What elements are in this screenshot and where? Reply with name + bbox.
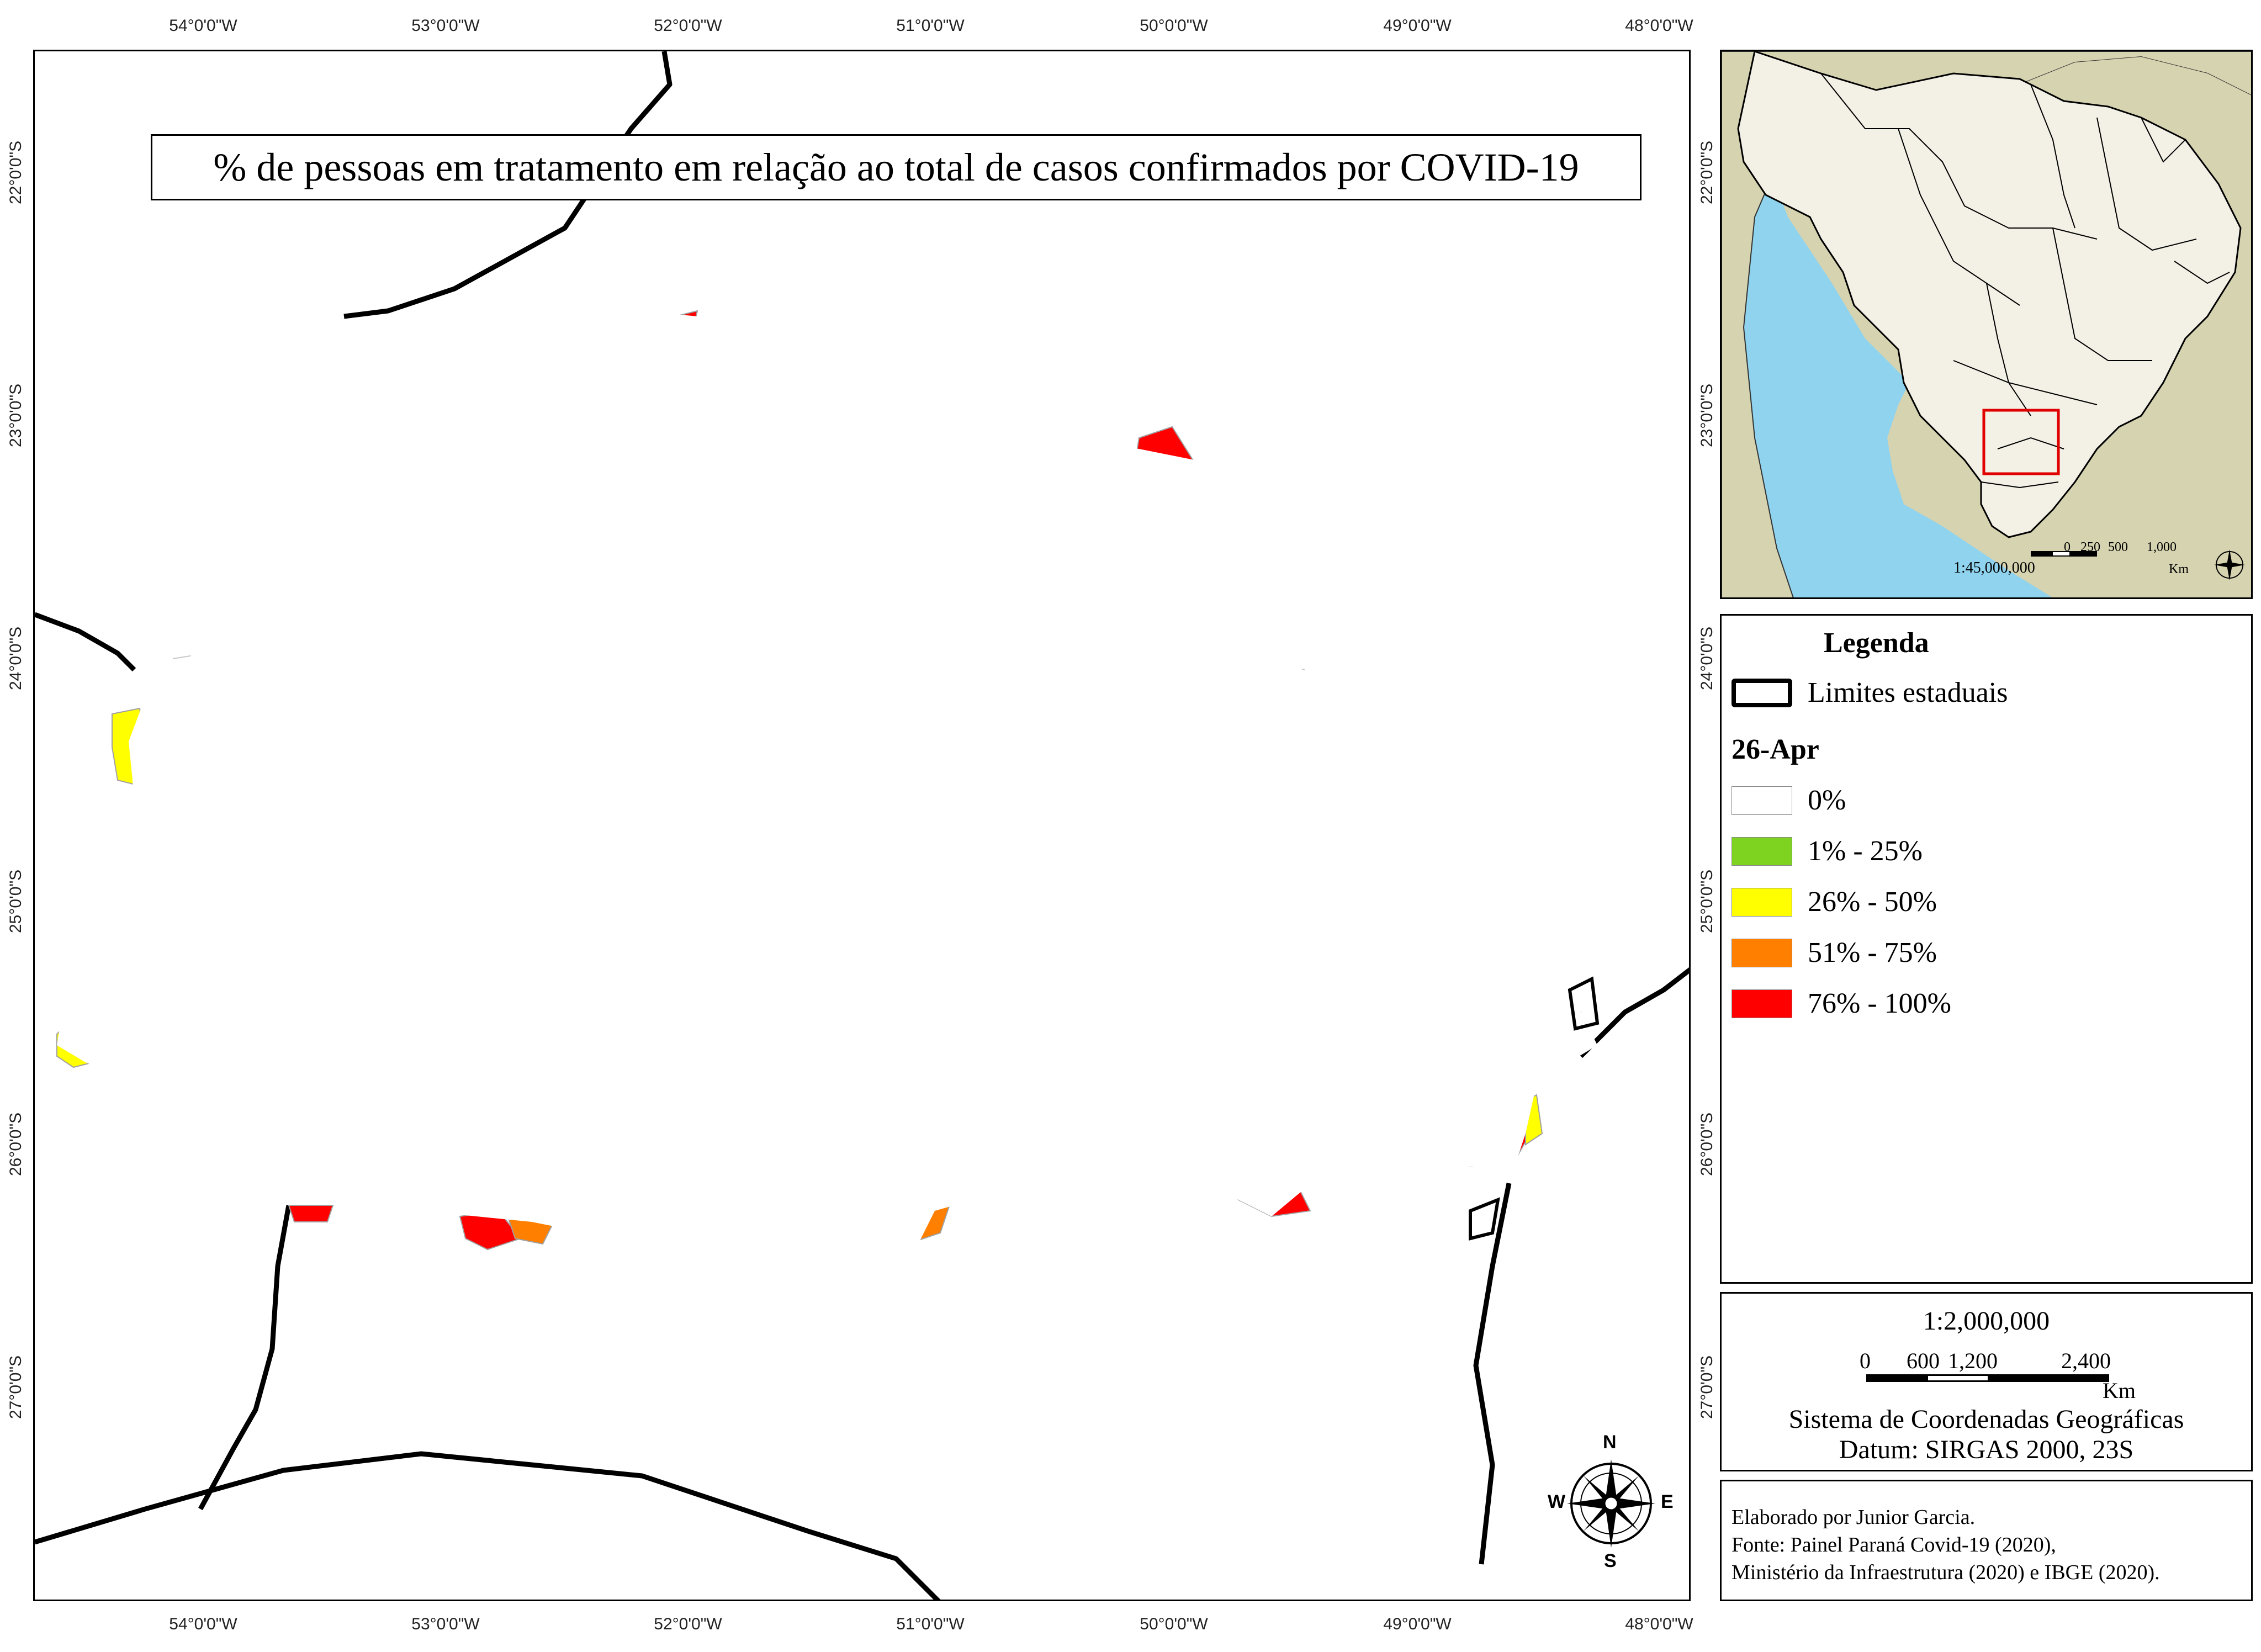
lon-tick-top: 54°0'0"W — [169, 17, 237, 35]
state-boundary-south-b — [35, 1451, 941, 1600]
compass-w-label: W — [1548, 1491, 1566, 1512]
inset-scale-tick: 1,000 — [2147, 540, 2177, 554]
lon-tick-bottom: 52°0'0"W — [654, 1615, 722, 1633]
lon-tick-top: 50°0'0"W — [1140, 17, 1208, 35]
lon-tick-top: 48°0'0"W — [1625, 17, 1693, 35]
legend-panel: Legenda Limites estaduais 26-Apr 0% 1% -… — [1720, 614, 2253, 1284]
lat-tick-left: 23°0'0"S — [7, 383, 25, 447]
parana-map-svg — [35, 51, 1689, 1600]
state-boundary-west — [35, 612, 136, 672]
lat-tick-right: 22°0'0"S — [1698, 140, 1716, 204]
inset-map-svg — [1722, 51, 2251, 597]
lat-tick-left: 22°0'0"S — [7, 140, 25, 204]
credits-panel: Elaborado por Junior Garcia. Fonte: Pain… — [1720, 1480, 2253, 1601]
map-title: % de pessoas em tratamento em relação ao… — [151, 134, 1642, 200]
scale-tick: 0 — [1860, 1348, 1871, 1373]
main-map[interactable]: % de pessoas em tratamento em relação ao… — [33, 50, 1691, 1601]
coast-south — [1473, 1183, 1512, 1565]
legend-item-class: 26% - 50% — [1732, 886, 1937, 918]
legend-item-class: 76% - 100% — [1732, 987, 1951, 1020]
lat-tick-right: 26°0'0"S — [1698, 1112, 1716, 1176]
inset-scale-unit: Km — [2169, 562, 2189, 576]
legend-label: 0% — [1808, 785, 1846, 816]
legend-swatch — [1732, 786, 1792, 815]
compass-s-label: S — [1604, 1550, 1617, 1571]
legend-label: 76% - 100% — [1808, 988, 1951, 1019]
lat-tick-right: 24°0'0"S — [1698, 626, 1716, 690]
legend-item-class: 51% - 75% — [1732, 936, 1937, 969]
legend-swatch — [1732, 938, 1792, 967]
coastal-island — [1568, 976, 1600, 1031]
map-title-text: % de pessoas em tratamento em relação ao… — [213, 145, 1579, 189]
inset-scale-tick: 250 — [2080, 540, 2100, 554]
lat-tick-left: 25°0'0"S — [7, 869, 25, 933]
legend-label: 51% - 75% — [1808, 937, 1937, 968]
inset-state-lines — [1820, 73, 2230, 489]
compass-rose: N S W E — [1548, 1432, 1675, 1575]
lat-tick-left: 26°0'0"S — [7, 1112, 25, 1176]
compass-n-label: N — [1603, 1432, 1617, 1453]
lon-tick-bottom: 51°0'0"W — [896, 1615, 965, 1633]
legend-item-class: 1% - 25% — [1732, 835, 1923, 867]
municipality-red — [288, 1205, 334, 1222]
lat-tick-left: 24°0'0"S — [7, 626, 25, 690]
scale-unit: Km — [2103, 1378, 2136, 1403]
scale-ratio: 1:2,000,000 — [1923, 1306, 2050, 1336]
compass-icon — [1567, 1459, 1655, 1548]
scale-panel: 1:2,000,000 0 600 1,200 2,400 Km Sistema… — [1720, 1292, 2253, 1471]
lon-tick-bottom: 53°0'0"W — [411, 1615, 480, 1633]
inset-study-area-highlight — [1982, 409, 2060, 475]
compass-e-label: E — [1661, 1491, 1674, 1512]
scale-tick: 600 — [1907, 1348, 1940, 1373]
lat-tick-right: 27°0'0"S — [1698, 1355, 1716, 1419]
credits-author: Elaborado por Junior Garcia. — [1732, 1506, 1976, 1529]
legend-swatch — [1732, 989, 1792, 1018]
lat-tick-right: 25°0'0"S — [1698, 869, 1716, 933]
state-boundary-south-a — [198, 1205, 292, 1511]
legend-item-class: 0% — [1732, 784, 1846, 817]
coastal-island — [1469, 1197, 1500, 1241]
legend-label: 26% - 50% — [1808, 886, 1937, 918]
legend-label-boundary: Limites estaduais — [1808, 677, 2008, 708]
inset-map[interactable]: 1:45,000,000 0 250 500 1,000 Km — [1720, 50, 2253, 599]
crs-system: Sistema de Coordenadas Geográficas — [1788, 1405, 2184, 1434]
legend-label: 1% - 25% — [1808, 835, 1923, 867]
inset-scale-tick: 0 — [2064, 540, 2071, 554]
legend-swatch — [1732, 887, 1792, 917]
legend-swatch-boundary — [1732, 678, 1792, 707]
lon-tick-bottom: 54°0'0"W — [169, 1615, 237, 1633]
legend-title: Legenda — [1824, 627, 1929, 659]
legend-item-boundary: Limites estaduais — [1732, 676, 2008, 709]
inset-compass-icon — [2214, 549, 2245, 580]
lon-tick-top: 51°0'0"W — [896, 17, 965, 35]
inset-scale-bar — [2031, 551, 2097, 557]
scale-tick: 1,200 — [1948, 1348, 1998, 1373]
lon-tick-top: 52°0'0"W — [654, 17, 722, 35]
crs-datum: Datum: SIRGAS 2000, 23S — [1839, 1435, 2134, 1464]
inset-scale-tick: 500 — [2108, 540, 2128, 554]
scale-bar — [1866, 1374, 2109, 1382]
lon-tick-bottom: 49°0'0"W — [1383, 1615, 1452, 1633]
scale-tick: 2,400 — [2061, 1348, 2111, 1373]
lon-tick-top: 49°0'0"W — [1383, 17, 1452, 35]
inset-scale-ratio: 1:45,000,000 — [1953, 559, 2035, 576]
neighbor-boundaries — [35, 51, 1689, 1600]
lon-tick-top: 53°0'0"W — [411, 17, 480, 35]
lon-tick-bottom: 50°0'0"W — [1140, 1615, 1208, 1633]
legend-swatch — [1732, 836, 1792, 866]
lon-tick-bottom: 48°0'0"W — [1625, 1615, 1693, 1633]
lat-tick-left: 27°0'0"S — [7, 1355, 25, 1419]
credits-source-cont: Ministério da Infraestrutura (2020) e IB… — [1732, 1561, 2160, 1584]
coast-north — [1579, 967, 1689, 1058]
lat-tick-right: 23°0'0"S — [1698, 383, 1716, 447]
credits-source: Fonte: Painel Paraná Covid-19 (2020), — [1732, 1533, 2056, 1556]
legend-date: 26-Apr — [1732, 734, 1819, 765]
